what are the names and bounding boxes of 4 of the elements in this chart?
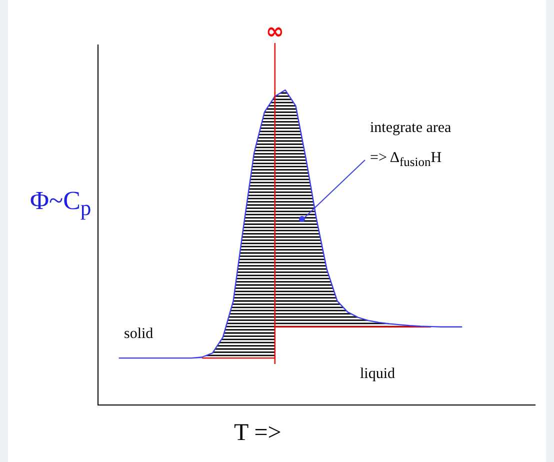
annotation: liquid [360, 366, 396, 383]
y-axis-title: Φ~C$_{p}$ [30, 186, 92, 222]
x-axis-title: T => [234, 420, 282, 447]
text: ∞ [266, 20, 284, 45]
